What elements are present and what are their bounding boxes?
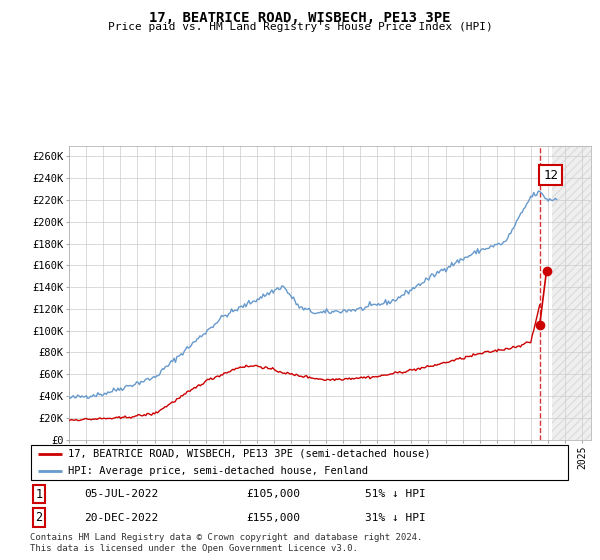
Text: Contains HM Land Registry data © Crown copyright and database right 2024.
This d: Contains HM Land Registry data © Crown c…	[30, 533, 422, 553]
Text: 12: 12	[543, 169, 558, 181]
Bar	[553, 146, 600, 440]
Text: 51% ↓ HPI: 51% ↓ HPI	[365, 489, 425, 500]
FancyBboxPatch shape	[31, 445, 568, 480]
Text: £155,000: £155,000	[246, 512, 300, 522]
Text: 1: 1	[35, 488, 43, 501]
Text: 05-JUL-2022: 05-JUL-2022	[84, 489, 158, 500]
Text: 2: 2	[35, 511, 43, 524]
Text: £105,000: £105,000	[246, 489, 300, 500]
Text: HPI: Average price, semi-detached house, Fenland: HPI: Average price, semi-detached house,…	[68, 466, 368, 477]
Text: Price paid vs. HM Land Registry's House Price Index (HPI): Price paid vs. HM Land Registry's House …	[107, 22, 493, 32]
Text: 17, BEATRICE ROAD, WISBECH, PE13 3PE: 17, BEATRICE ROAD, WISBECH, PE13 3PE	[149, 11, 451, 25]
Text: 17, BEATRICE ROAD, WISBECH, PE13 3PE (semi-detached house): 17, BEATRICE ROAD, WISBECH, PE13 3PE (se…	[68, 449, 430, 459]
Text: 31% ↓ HPI: 31% ↓ HPI	[365, 512, 425, 522]
Text: 20-DEC-2022: 20-DEC-2022	[84, 512, 158, 522]
